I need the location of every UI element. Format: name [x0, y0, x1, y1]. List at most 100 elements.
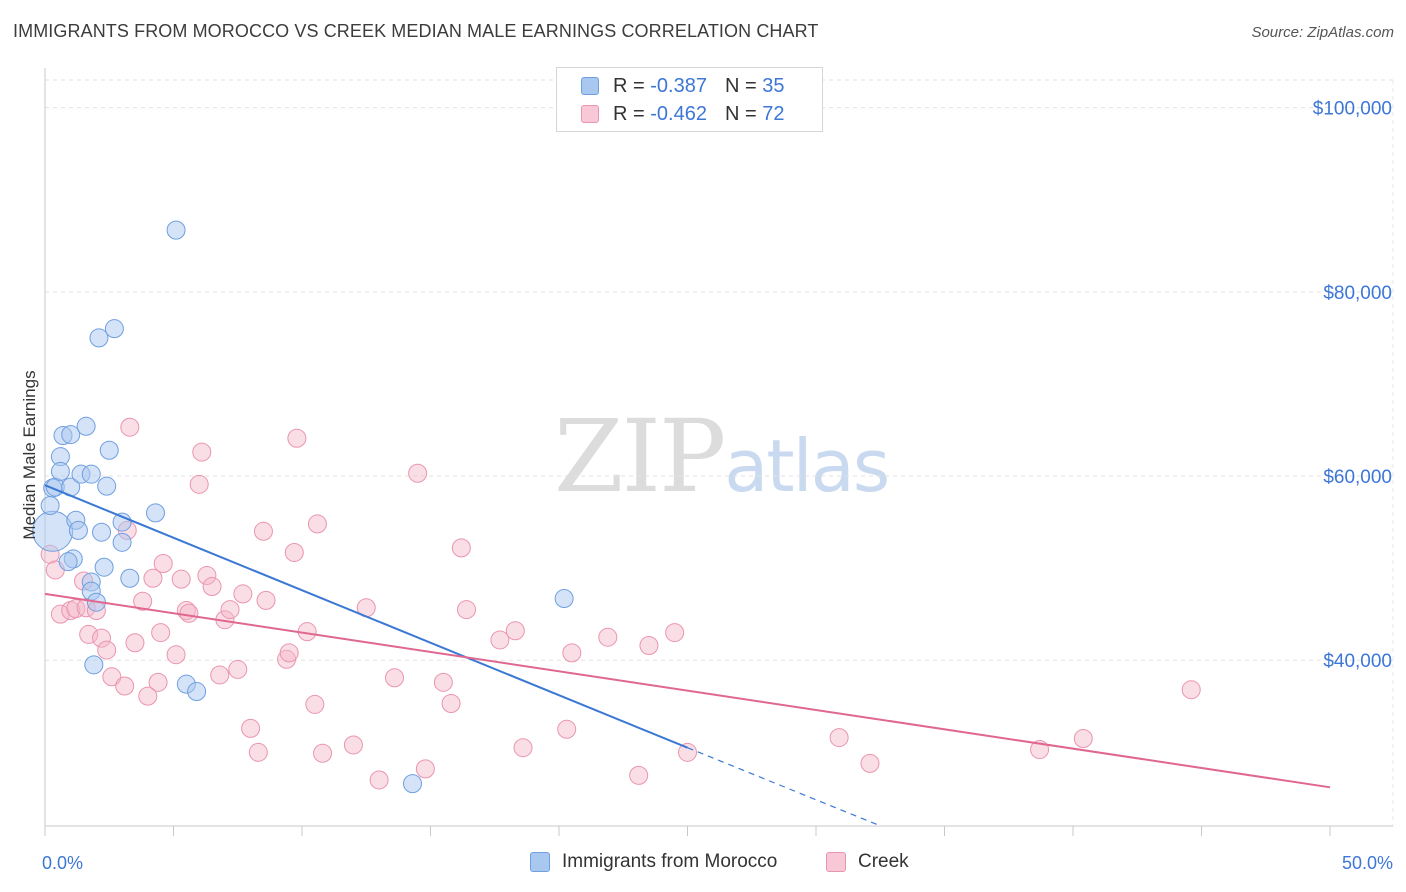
creek-point — [151, 623, 171, 643]
legend-n-value: 35 — [762, 74, 785, 97]
creek-point — [1073, 729, 1093, 749]
creek-point — [505, 621, 525, 641]
y-tick-label: $40,000 — [1323, 651, 1392, 672]
morocco-point — [76, 416, 96, 436]
legend-r-value: -0.387 — [650, 74, 707, 97]
creek-point — [305, 694, 325, 714]
creek-point — [179, 603, 199, 623]
bottom-legend-swatch-morocco — [530, 852, 550, 872]
bottom-legend-label-morocco: Immigrants from Morocco — [562, 851, 778, 872]
axis-labels: $40,000 $60,000 $80,000 $100,000 0.0% 50.0% Me… — [20, 99, 1393, 873]
creek-point — [385, 668, 405, 688]
morocco-point — [81, 464, 101, 484]
bottom-legend-creek: Creek — [826, 851, 909, 873]
creek-point — [433, 672, 453, 692]
creek-point — [148, 672, 168, 692]
creek-point — [513, 738, 533, 758]
trendlines — [44, 484, 1331, 827]
creek-point — [860, 753, 880, 773]
creek-point — [97, 640, 117, 660]
creek-point — [66, 599, 86, 619]
legend-r-label: R = — [613, 102, 645, 125]
creek-point — [1181, 680, 1201, 700]
morocco-point — [166, 220, 186, 240]
creek-point — [133, 591, 153, 611]
morocco-point — [89, 328, 109, 348]
creek-point — [253, 521, 273, 541]
morocco-points — [32, 220, 574, 794]
creek-point — [287, 428, 307, 448]
creek-point — [629, 765, 649, 785]
morocco-point — [40, 495, 60, 515]
chart-source: Source: ZipAtlas.com — [1251, 24, 1394, 41]
y-tick-label: $100,000 — [1313, 99, 1392, 120]
creek-point — [220, 600, 240, 620]
creek-point — [284, 542, 304, 562]
axes — [44, 68, 1393, 836]
creek-point — [125, 633, 145, 653]
legend-row-creek: R = -0.462 N = 72 — [581, 101, 784, 127]
creek-point — [79, 624, 99, 644]
creek-point — [451, 538, 471, 558]
creek-points — [40, 417, 1201, 790]
morocco-point — [112, 532, 132, 552]
legend-n-label: N = — [724, 74, 757, 97]
creek-point — [153, 554, 173, 574]
creek-point — [313, 743, 333, 763]
morocco-point — [61, 425, 81, 445]
creek-point — [307, 514, 327, 534]
creek-point — [456, 600, 476, 620]
creek-point — [562, 643, 582, 663]
bottom-legend-swatch-creek — [826, 852, 846, 872]
morocco-trendline-extension — [687, 747, 882, 827]
morocco-point — [92, 522, 112, 542]
morocco-point — [50, 461, 70, 481]
creek-point — [50, 604, 70, 624]
morocco-point — [58, 552, 78, 572]
creek-point — [598, 627, 618, 647]
creek-point — [665, 623, 685, 643]
morocco-trendline — [44, 484, 688, 749]
creek-point — [279, 643, 299, 663]
morocco-point — [97, 476, 117, 496]
legend-swatch-creek — [581, 105, 599, 123]
watermark-atlas: atlas — [724, 424, 890, 508]
creek-point — [408, 463, 428, 483]
creek-point — [92, 628, 112, 648]
legend-row-morocco: R = -0.387 N = 35 — [581, 73, 784, 99]
morocco-point — [94, 557, 114, 577]
creek-point — [233, 584, 253, 604]
creek-point — [189, 474, 209, 494]
creek-point — [166, 645, 186, 665]
creek-point — [202, 577, 222, 597]
gridlines — [45, 79, 1394, 826]
creek-point — [102, 667, 122, 687]
creek-point — [197, 565, 217, 585]
creek-point — [557, 719, 577, 739]
creek-point — [343, 735, 363, 755]
correlation-legend: R = -0.387 N = 35 R = -0.462 N = 72 — [556, 67, 823, 132]
watermark: ZIPatlas — [554, 398, 890, 515]
creek-point — [256, 590, 276, 610]
creek-point — [678, 742, 697, 762]
creek-trendline — [44, 592, 1331, 789]
watermark-zip: ZIP — [554, 398, 726, 515]
creek-point — [241, 718, 261, 738]
creek-point — [138, 686, 158, 706]
x-tick-label-max: 50.0% — [1342, 853, 1393, 873]
creek-point — [829, 728, 849, 748]
legend-r-label: R = — [613, 74, 645, 97]
morocco-point — [120, 568, 140, 588]
morocco-point — [187, 682, 207, 702]
creek-point — [228, 659, 248, 679]
creek-point — [415, 759, 435, 779]
creek-point — [248, 742, 268, 762]
legend-swatch-morocco — [581, 77, 599, 95]
legend-r-value: -0.462 — [650, 102, 707, 125]
morocco-point — [104, 319, 124, 339]
creek-point — [192, 442, 212, 462]
creek-point — [210, 665, 230, 685]
creek-point — [171, 569, 191, 589]
y-tick-label: $80,000 — [1323, 283, 1392, 304]
